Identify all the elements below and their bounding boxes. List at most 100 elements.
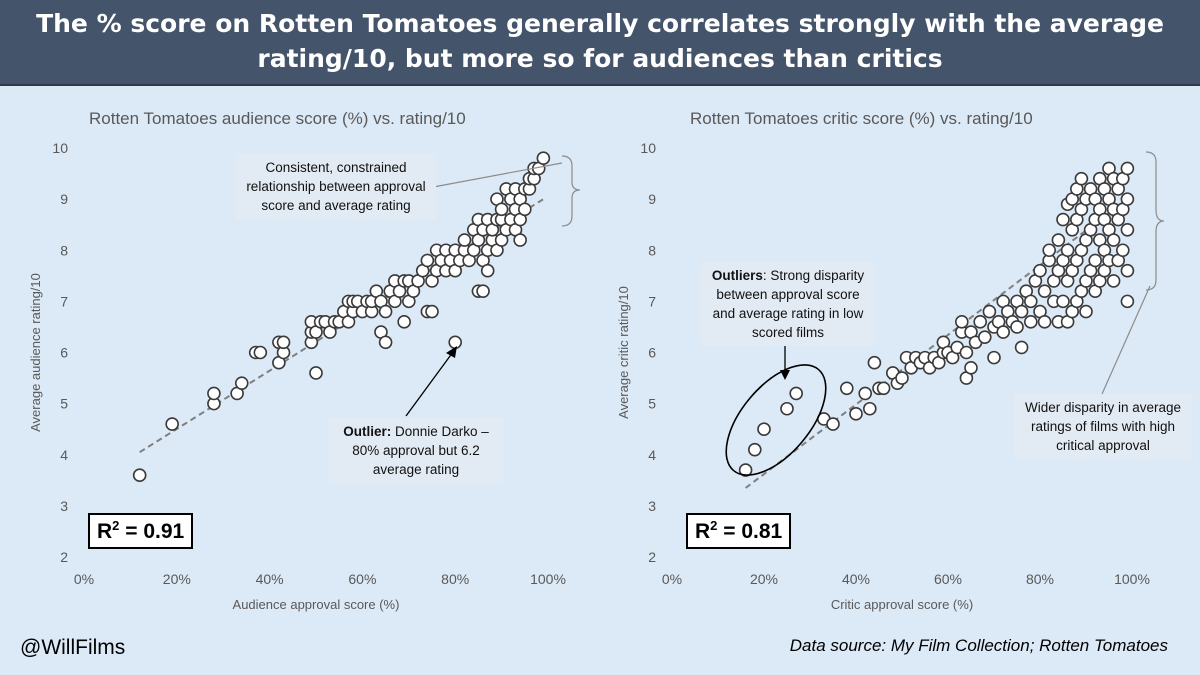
x-tick-label: 0% xyxy=(662,571,682,587)
x-tick-label: 0% xyxy=(74,571,94,587)
y-tick-label: 3 xyxy=(648,498,656,514)
data-point xyxy=(276,335,291,350)
chart-audience: Rotten Tomatoes audience score (%) vs. r… xyxy=(28,109,566,612)
author-handle: @WillFilms xyxy=(20,636,126,659)
data-point xyxy=(858,386,873,401)
annotation-outliers-text: : Strong disparity between approval scor… xyxy=(712,268,865,340)
data-point xyxy=(253,345,268,360)
banner-title-line-1: The % score on Rotten Tomatoes generally… xyxy=(36,9,1164,38)
data-point xyxy=(738,463,753,477)
x-tick-label: 20% xyxy=(750,571,778,587)
y-tick-label: 6 xyxy=(648,345,656,361)
annotation-consistent-text: Consistent, constrained relationship bet… xyxy=(246,160,426,213)
x-axis-label: Critic approval score (%) xyxy=(831,597,973,612)
y-tick-label: 8 xyxy=(60,242,68,258)
annotation-outlier-bold: Outlier: xyxy=(343,424,392,439)
data-point xyxy=(789,386,804,401)
data-point xyxy=(954,315,969,329)
title-banner: The % score on Rotten Tomatoes generally… xyxy=(0,0,1200,86)
data-point xyxy=(895,371,909,385)
r-squared-label-audience: R2 = 0.91 xyxy=(88,513,194,549)
data-point xyxy=(1042,243,1056,258)
data-point xyxy=(1106,233,1121,247)
x-axis-label: Audience approval score (%) xyxy=(233,597,400,612)
y-tick-label: 4 xyxy=(648,447,656,463)
x-tick-label: 80% xyxy=(441,571,469,587)
leader-wider xyxy=(1101,285,1151,395)
annotation-outliers-critic: Outliers: Strong disparity between appro… xyxy=(700,262,876,346)
x-tick-label: 40% xyxy=(256,571,284,587)
bracket-consistent xyxy=(561,155,581,227)
y-tick-label: 7 xyxy=(648,293,656,309)
data-point xyxy=(207,386,221,401)
chart-critic: Rotten Tomatoes critic score (%) vs. rat… xyxy=(616,109,1150,612)
y-tick-label: 10 xyxy=(52,140,68,156)
y-tick-label: 9 xyxy=(648,191,656,207)
data-point xyxy=(1037,284,1052,298)
data-point xyxy=(1116,243,1130,258)
data-point xyxy=(1014,340,1029,355)
data-point xyxy=(996,325,1011,339)
data-point xyxy=(1060,243,1075,258)
r-squared-label-critic: R2 = 0.81 xyxy=(686,513,792,549)
data-point xyxy=(973,315,988,329)
data-point xyxy=(867,355,882,370)
data-point xyxy=(964,361,978,375)
y-tick-label: 4 xyxy=(60,447,68,463)
data-point xyxy=(1106,274,1121,288)
data-point xyxy=(448,335,463,350)
y-tick-label: 6 xyxy=(60,345,68,361)
data-point xyxy=(234,376,249,390)
data-point xyxy=(1010,320,1024,334)
data-point xyxy=(826,417,840,431)
chart-title: Rotten Tomatoes audience score (%) vs. r… xyxy=(89,109,466,128)
y-axis-label: Average audience rating/10 xyxy=(28,273,43,432)
y-axis-label: Average critic rating/10 xyxy=(616,286,631,419)
x-tick-label: 80% xyxy=(1026,571,1054,587)
data-point xyxy=(165,417,179,431)
y-tick-label: 9 xyxy=(60,191,68,207)
data-point xyxy=(1120,192,1135,206)
x-tick-label: 40% xyxy=(842,571,870,587)
r-squared-value-critic: 0.81 xyxy=(741,520,783,543)
data-point xyxy=(1056,294,1070,309)
data-point xyxy=(513,233,527,247)
annotation-wider-disparity: Wider disparity in average ratings of fi… xyxy=(1014,394,1192,459)
data-point xyxy=(1120,263,1135,278)
data-point xyxy=(536,151,551,166)
data-point xyxy=(849,407,863,421)
x-tick-label: 100% xyxy=(1114,571,1150,587)
y-tick-label: 2 xyxy=(60,549,68,565)
data-point xyxy=(1120,223,1135,237)
data-point xyxy=(1088,253,1102,268)
y-tick-label: 5 xyxy=(648,396,656,412)
data-point xyxy=(959,345,974,360)
data-point xyxy=(457,233,472,247)
data-point xyxy=(1024,294,1038,309)
data-point xyxy=(494,202,509,217)
y-tick-label: 8 xyxy=(648,242,656,258)
data-point xyxy=(476,284,490,298)
annotation-outlier-donnie-darko: Outlier: Donnie Darko – 80% approval but… xyxy=(328,418,504,483)
banner-title-line-2: rating/10, but more so for audiences tha… xyxy=(257,44,943,73)
data-point xyxy=(480,263,495,278)
x-tick-label: 100% xyxy=(530,571,566,587)
arrow-outlier xyxy=(405,351,454,417)
data-point xyxy=(517,202,532,217)
data-point xyxy=(309,366,323,380)
data-point xyxy=(982,304,997,319)
data-point xyxy=(1037,315,1052,329)
data-point xyxy=(1074,171,1089,186)
data-point xyxy=(397,315,411,329)
annotation-wider-disparity-text: Wider disparity in average ratings of fi… xyxy=(1024,400,1182,453)
data-point xyxy=(862,401,877,416)
data-point xyxy=(378,335,393,350)
x-tick-label: 20% xyxy=(163,571,191,587)
data-point xyxy=(1120,161,1135,176)
data-point xyxy=(839,381,854,396)
data-point xyxy=(1079,304,1093,319)
bracket-wider xyxy=(1145,151,1165,291)
data-point xyxy=(420,253,435,268)
data-point xyxy=(1033,263,1047,278)
